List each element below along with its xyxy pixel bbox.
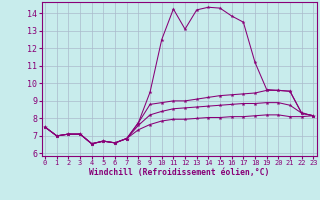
- X-axis label: Windchill (Refroidissement éolien,°C): Windchill (Refroidissement éolien,°C): [89, 168, 269, 177]
